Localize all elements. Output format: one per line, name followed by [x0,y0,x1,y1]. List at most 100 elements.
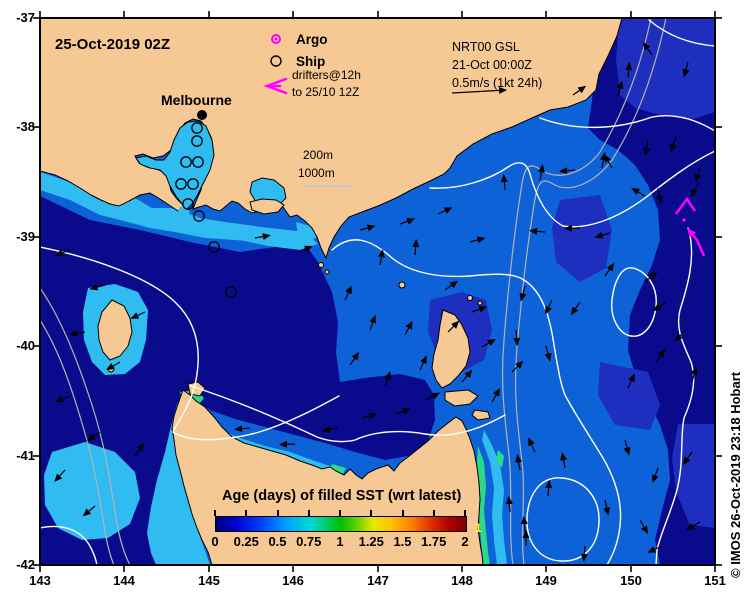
gsl-label-line2: 21-Oct 00:00Z [452,58,532,72]
x-tick-label: 148 [451,573,473,588]
current-arrow [481,338,496,348]
x-tick-label: 151 [704,573,726,588]
bay-port-phillip [135,120,215,211]
x-tick-label: 146 [282,573,304,588]
current-arrow [234,425,251,433]
current-arrow [130,311,146,319]
current-arrow [642,41,653,56]
x-tick-label: 149 [535,573,557,588]
colorbar-tick-label: 1.5 [393,534,412,549]
land-flinders [431,309,471,389]
ship-observation-marker [191,135,203,147]
gsl-contour-5 [648,19,715,47]
current-arrow [652,301,667,312]
cyan-corner-inlet [296,222,318,242]
gsl-contour-4 [429,150,715,228]
islet-prom-2 [324,269,330,275]
current-arrow [369,314,377,331]
current-arrow [545,299,553,315]
current-arrow [572,85,587,96]
colorbar-tick-label: 0.75 [296,534,322,549]
royal-patch-3 [672,424,715,528]
current-arrow [616,80,624,97]
ship-observation-marker [225,286,237,298]
colorbar-tick [432,510,435,516]
gsl-contour-8 [40,525,98,565]
current-arrow [404,320,413,336]
navy-west [40,196,435,565]
gsl-label-line1: NRT00 GSL [452,40,520,54]
current-arrow [599,152,607,169]
current-arrow [297,245,313,253]
y-tick-label: -39 [16,229,35,244]
gsl-loop-small [611,267,657,337]
current-arrow [461,369,473,383]
y-tick-label: -41 [16,448,35,463]
current-arrow [644,271,658,283]
colorbar-tick-label: 1.75 [421,534,447,549]
current-arrow [469,236,486,244]
gsl-contour-7 [539,115,715,132]
current-arrow [686,521,701,531]
current-arrow [361,412,378,420]
current-arrow [412,239,420,256]
colorbar-tick [401,510,404,516]
current-arrow [694,166,702,183]
green-offshore [496,450,504,468]
ship-observation-marker [193,210,205,222]
drifter-arrow [674,196,697,215]
colorbar-tick [339,510,341,516]
colorbar-tick [214,510,216,516]
current-arrow [349,351,360,366]
date-label: 25-Oct-2019 02Z [55,36,171,53]
city-label-melbourne: Melbourne [161,92,232,108]
current-arrow [511,360,524,373]
cyan-vic-coast [40,172,275,242]
colorbar-tick-label: 0.5 [268,534,287,549]
colorbar-tick-label: 2 [461,534,469,549]
current-arrow [655,348,666,363]
current-arrow [604,262,615,277]
colorbar-tick-label: 1.25 [358,534,384,549]
current-arrow [537,164,545,181]
current-arrow [395,407,412,415]
current-arrow [425,392,441,401]
ship-markers [175,122,237,298]
current-arrow [344,285,352,301]
argo-legend-ring [271,34,281,44]
current-arrow [639,519,649,534]
bay-entrance [178,206,190,217]
current-arrow [505,496,513,513]
x-tick-label: 147 [367,573,389,588]
land-king-island [97,299,133,361]
current-arrow [651,467,659,484]
current-arrow [254,233,271,241]
colorbar-tick [276,510,279,516]
legend-drifters-line1: drifters@12h [292,68,361,82]
current-arrow [279,440,296,448]
current-arrow [682,61,690,78]
argo-legend-dot [274,37,278,41]
current-arrow [623,439,631,456]
current-arrow [560,452,568,469]
drifter-arrow [687,228,706,257]
green-e-tas [477,446,490,565]
gsl-label-line3: 0.5m/s (1kt 24h) [452,76,543,90]
x-tick-label: 150 [620,573,642,588]
current-arrow [491,388,501,403]
current-arrow [82,505,96,517]
cyan-bay-south [235,224,318,250]
x-tick-label: 144 [113,573,135,588]
current-arrow [564,224,581,232]
ship-observation-marker [208,241,220,253]
current-arrow [134,442,145,457]
current-arrow [603,499,611,516]
current-arrow [625,62,633,79]
current-arrow [447,320,460,333]
current-arrow [322,425,339,433]
current-arrow [570,301,581,316]
current-arrow [529,227,546,235]
current-arrow [399,217,416,225]
current-arrow [377,249,385,266]
